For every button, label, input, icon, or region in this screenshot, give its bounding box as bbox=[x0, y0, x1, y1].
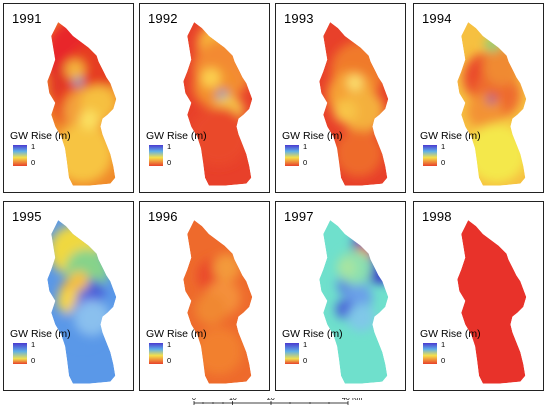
legend-min-label: 0 bbox=[167, 158, 172, 167]
gw-hotspot bbox=[337, 257, 357, 278]
scale-tick-10: 10 bbox=[229, 398, 237, 402]
gw-hotspot bbox=[340, 89, 385, 133]
legend-color-ramp bbox=[423, 343, 437, 364]
gw-hotspot bbox=[74, 299, 110, 336]
year-label: 1993 bbox=[284, 11, 314, 26]
year-label: 1998 bbox=[422, 209, 452, 224]
legend-max-label: 1 bbox=[303, 340, 308, 349]
map-panel-1998: 1998 GW Rise (m) 1 0 bbox=[413, 201, 544, 391]
gw-hotspot bbox=[201, 67, 221, 88]
legend-min-label: 0 bbox=[31, 356, 36, 365]
legend-min-label: 0 bbox=[303, 158, 308, 167]
legend-color-ramp bbox=[285, 145, 299, 166]
legend-title: GW Rise (m) bbox=[420, 130, 481, 142]
legend-min-label: 0 bbox=[167, 356, 172, 365]
legend-max-label: 1 bbox=[441, 142, 446, 151]
legend-color-ramp bbox=[423, 145, 437, 166]
legend-title: GW Rise (m) bbox=[10, 328, 71, 340]
map-panel-1994: 1994 GW Rise (m) 1 0 bbox=[413, 3, 544, 193]
gw-rise-map bbox=[457, 22, 527, 186]
legend-title: GW Rise (m) bbox=[282, 328, 343, 340]
legend-color-ramp bbox=[13, 145, 27, 166]
year-label: 1991 bbox=[12, 11, 42, 26]
map-panel-1995: 1995 GW Rise (m) 1 0 bbox=[3, 201, 134, 391]
map-panel-1991: 1991 GW Rise (m) 1 0 bbox=[3, 3, 134, 193]
legend-max-label: 1 bbox=[303, 142, 308, 151]
gw-rise-map bbox=[457, 220, 527, 384]
year-label: 1992 bbox=[148, 11, 178, 26]
year-label: 1996 bbox=[148, 209, 178, 224]
gw-hotspot bbox=[487, 95, 496, 104]
gw-rise-map bbox=[319, 220, 389, 384]
legend-title: GW Rise (m) bbox=[10, 130, 71, 142]
legend-title: GW Rise (m) bbox=[282, 130, 343, 142]
gw-hotspot bbox=[195, 293, 227, 326]
region-fill bbox=[457, 220, 527, 384]
scale-tick-40: 40 bbox=[342, 398, 350, 402]
legend-max-label: 1 bbox=[167, 142, 172, 151]
gw-rise-map bbox=[183, 220, 253, 384]
map-panel-1996: 1996 GW Rise (m) 1 0 bbox=[139, 201, 270, 391]
gw-rise-map bbox=[183, 22, 253, 186]
legend-title: GW Rise (m) bbox=[146, 130, 207, 142]
legend-color-ramp bbox=[149, 145, 163, 166]
gw-hotspot bbox=[335, 129, 383, 177]
legend-max-label: 1 bbox=[167, 340, 172, 349]
gw-hotspot bbox=[467, 123, 527, 183]
legend-min-label: 0 bbox=[441, 158, 446, 167]
gw-hotspot bbox=[65, 59, 85, 80]
gw-hotspot bbox=[333, 99, 358, 124]
legend-color-ramp bbox=[149, 343, 163, 364]
scale-bar: 0 10 20 40 Km bbox=[192, 398, 363, 405]
gw-rise-map bbox=[319, 22, 389, 186]
gw-hotspot bbox=[68, 270, 89, 291]
scale-unit: Km bbox=[352, 398, 363, 402]
year-label: 1995 bbox=[12, 209, 42, 224]
legend-color-ramp bbox=[13, 343, 27, 364]
legend-min-label: 0 bbox=[303, 356, 308, 365]
gw-hotspot bbox=[79, 109, 99, 130]
legend-max-label: 1 bbox=[441, 340, 446, 349]
legend-max-label: 1 bbox=[31, 340, 36, 349]
year-label: 1997 bbox=[284, 209, 314, 224]
map-panel-1997: 1997 GW Rise (m) 1 0 bbox=[275, 201, 406, 391]
gw-hotspot bbox=[347, 303, 375, 332]
scale-tick-20: 20 bbox=[267, 398, 275, 402]
map-panel-1993: 1993 GW Rise (m) 1 0 bbox=[275, 3, 406, 193]
legend-color-ramp bbox=[285, 343, 299, 364]
year-label: 1994 bbox=[422, 11, 452, 26]
gw-hotspot bbox=[346, 74, 363, 91]
gw-hotspot bbox=[53, 123, 113, 183]
legend-max-label: 1 bbox=[31, 142, 36, 151]
gw-hotspot bbox=[484, 36, 501, 53]
gw-hotspot bbox=[212, 253, 241, 282]
gw-hotspot bbox=[195, 327, 243, 375]
gw-hotspot bbox=[189, 106, 249, 166]
legend-title: GW Rise (m) bbox=[146, 328, 207, 340]
gw-rise-map bbox=[47, 22, 117, 186]
gw-rise-map bbox=[47, 220, 117, 384]
legend-title: GW Rise (m) bbox=[420, 328, 481, 340]
map-panel-1992: 1992 GW Rise (m) 1 0 bbox=[139, 3, 270, 193]
scale-tick-0: 0 bbox=[192, 398, 196, 402]
gw-hotspot bbox=[482, 46, 522, 86]
legend-min-label: 0 bbox=[441, 356, 446, 365]
legend-min-label: 0 bbox=[31, 158, 36, 167]
